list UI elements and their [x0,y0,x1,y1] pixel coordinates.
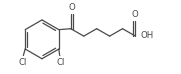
Text: OH: OH [140,31,153,40]
Text: Cl: Cl [18,58,27,67]
Text: O: O [68,3,75,12]
Text: O: O [131,10,138,19]
Text: Cl: Cl [56,58,65,67]
